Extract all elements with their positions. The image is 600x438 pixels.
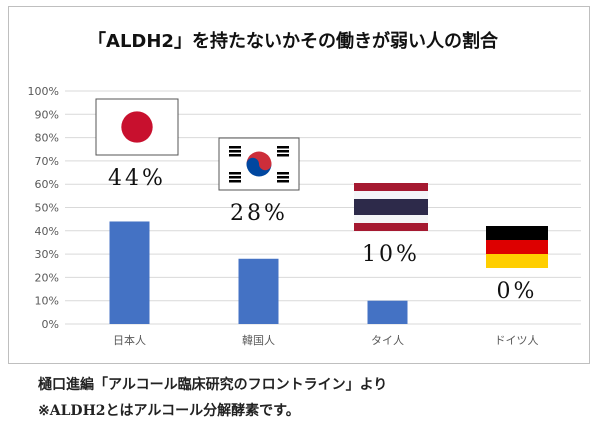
y-tick-label: 60%	[35, 178, 59, 191]
y-tick-label: 10%	[35, 295, 59, 308]
value-label: 28%	[230, 201, 288, 226]
value-label: 10%	[362, 242, 420, 267]
y-tick-label: 50%	[35, 202, 59, 215]
y-tick-label: 20%	[35, 271, 59, 284]
bar-3	[367, 300, 408, 324]
trigram-bar	[229, 176, 241, 179]
trigram-bar	[229, 146, 241, 149]
y-tick-label: 40%	[35, 225, 59, 238]
category-label: タイ人	[371, 334, 404, 347]
flag-red-band	[486, 240, 548, 254]
category-label: ドイツ人	[495, 334, 539, 347]
note-caption: ※ALDH2とはアルコール分解酵素です。	[38, 403, 300, 419]
flag-gold-band	[486, 254, 548, 268]
trigram-bar	[229, 172, 241, 175]
chart-frame: 「ALDH2」を持たないかその働きが弱い人の割合 0% 10% 20% 30% 40% 5…	[8, 6, 590, 364]
trigram-bar	[229, 150, 241, 153]
trigram-bar	[229, 180, 241, 183]
y-tick-label: 30%	[35, 248, 59, 261]
flag-sun	[121, 111, 153, 143]
trigram-bar	[277, 180, 289, 183]
y-tick-label: 100%	[28, 85, 59, 98]
trigram-bar	[277, 150, 289, 153]
y-tick-label: 90%	[35, 108, 59, 121]
value-label: 0%	[497, 279, 538, 304]
bar-2	[238, 258, 279, 324]
category-label: 韓国人	[242, 334, 275, 347]
flag-black-band	[486, 226, 548, 240]
flag-blue-band	[354, 199, 428, 215]
source-caption: 樋口進編「アルコール臨床研究のフロントライン」より	[38, 377, 388, 393]
germany-flag	[486, 226, 548, 268]
trigram-bar	[277, 146, 289, 149]
bar-chart: 「ALDH2」を持たないかその働きが弱い人の割合 0% 10% 20% 30% 40% 5…	[28, 30, 581, 347]
y-tick-label: 70%	[35, 155, 59, 168]
thailand-flag	[354, 183, 428, 231]
chart-title: 「ALDH2」を持たないかその働きが弱い人の割合	[88, 30, 499, 52]
south-korea-flag	[218, 137, 300, 191]
japan-flag	[95, 98, 179, 156]
trigram-bar	[277, 176, 289, 179]
taeguk-swirl-b	[259, 157, 272, 171]
taeguk-swirl-a	[246, 157, 259, 171]
y-tick-label: 80%	[35, 132, 59, 145]
y-tick-label: 0%	[42, 318, 59, 331]
trigram-bar	[229, 154, 241, 157]
trigram-bar	[277, 172, 289, 175]
bar-1	[109, 221, 150, 324]
category-label: 日本人	[113, 333, 146, 347]
trigram-bar	[277, 154, 289, 157]
value-label: 44%	[108, 166, 166, 191]
